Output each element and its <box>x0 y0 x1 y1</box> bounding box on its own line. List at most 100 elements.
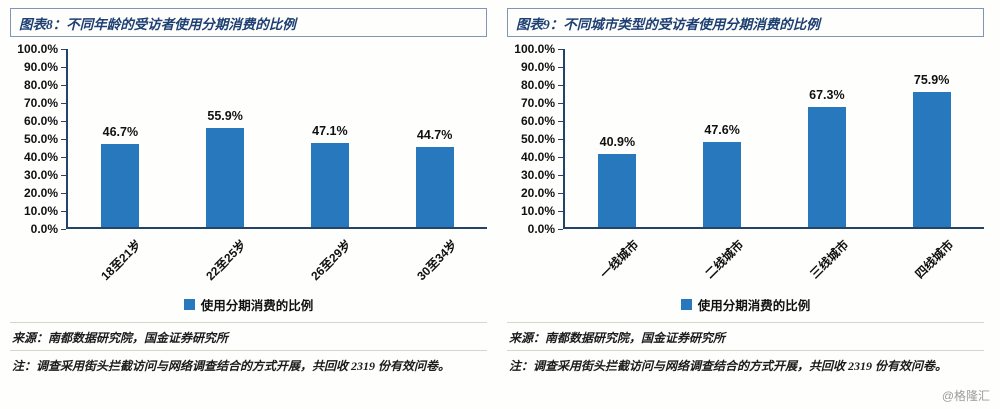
x-category-label: 22至25岁 <box>203 237 250 284</box>
y-tick-mark <box>558 85 563 86</box>
plot-area: 40.9% 47.6% 67.3% 75.9% <box>558 49 984 230</box>
bar <box>598 154 637 227</box>
y-tick-mark <box>61 49 66 50</box>
x-tick-slot: 三线城市 <box>774 229 879 295</box>
y-tick-mark <box>61 121 66 122</box>
bar <box>310 143 349 227</box>
x-tick-slot: 一线城市 <box>563 229 668 295</box>
x-category-label: 18至21岁 <box>98 237 144 284</box>
y-tick-label: 70.0% <box>23 96 58 110</box>
bar-slot: 55.9% <box>173 49 278 227</box>
bar-value-label: 67.3% <box>809 88 845 103</box>
y-tick-mark <box>61 193 66 194</box>
bar-slot: 67.3% <box>775 49 880 227</box>
legend-swatch-icon <box>183 298 195 310</box>
y-tick-label: 0.0% <box>527 222 555 236</box>
legend-swatch-icon <box>680 298 692 310</box>
bar <box>101 143 140 227</box>
bar-slot: 46.7% <box>68 49 173 227</box>
bar-slot: 47.1% <box>278 49 383 227</box>
y-tick-label: 30.0% <box>23 168 58 182</box>
x-tick-slot: 四线城市 <box>879 229 984 295</box>
note-line: 注：调查采用街头拦截访问与网络调查结合的方式开展，共回收 2319 份有效问卷。 <box>10 350 487 376</box>
y-tick-label: 40.0% <box>520 150 555 164</box>
y-tick-mark <box>61 229 66 230</box>
x-tick-slot: 18至21岁 <box>66 229 171 295</box>
y-tick-label: 80.0% <box>520 78 555 92</box>
bar <box>912 91 951 227</box>
y-tick-label: 60.0% <box>23 114 58 128</box>
y-tick-mark <box>61 175 66 176</box>
y-tick-label: 50.0% <box>520 132 555 146</box>
y-axis: 100.0% 90.0% 80.0% 70.0% 60.0% 50.0% 40.0% 30.0… <box>507 42 563 236</box>
y-tick-mark <box>558 139 563 140</box>
x-category-label: 26至29岁 <box>308 237 355 284</box>
watermark: @格隆汇 <box>941 389 990 403</box>
y-tick-label: 0.0% <box>30 222 58 236</box>
x-category-label: 30至34岁 <box>413 237 460 284</box>
note-line: 注：调查采用街头拦截访问与网络调查结合的方式开展，共回收 2319 份有效问卷。 <box>507 350 984 376</box>
y-tick-label: 100.0% <box>17 42 58 56</box>
y-tick-mark <box>61 103 66 104</box>
y-tick-label: 60.0% <box>520 114 555 128</box>
bar-value-label: 75.9% <box>913 72 950 87</box>
plot-wrap: 100.0% 90.0% 80.0% 70.0% 60.0% 50.0% 40.0% 30.0… <box>10 42 487 236</box>
y-tick-mark <box>558 103 563 104</box>
y-tick-mark <box>558 121 563 122</box>
y-tick-mark <box>558 193 563 194</box>
bars: 46.7% 55.9% 47.1% 44.7% <box>68 49 487 227</box>
y-tick-label: 20.0% <box>520 186 555 200</box>
bar-value-label: 40.9% <box>599 135 636 150</box>
bar-slot: 47.6% <box>670 49 775 227</box>
y-tick-mark <box>558 175 563 176</box>
bar-value-label: 46.7% <box>102 124 139 139</box>
x-tick-slot: 二线城市 <box>668 229 773 295</box>
y-axis: 100.0% 90.0% 80.0% 70.0% 60.0% 50.0% 40.0% 30.0… <box>10 42 66 236</box>
y-tick-mark <box>61 67 66 68</box>
source-line: 来源：南都数据研究院，国金证券研究所 <box>10 322 487 350</box>
y-tick-mark <box>61 211 66 212</box>
source-line: 来源：南都数据研究院，国金证券研究所 <box>507 322 984 350</box>
bar <box>415 147 454 227</box>
bar-value-label: 44.7% <box>416 128 453 143</box>
y-tick-mark <box>61 157 66 158</box>
y-tick-label: 30.0% <box>520 168 555 182</box>
y-tick-label: 90.0% <box>23 60 58 74</box>
y-tick-label: 10.0% <box>520 204 555 218</box>
y-tick-mark <box>558 157 563 158</box>
bar-slot: 40.9% <box>565 49 670 227</box>
y-tick-label: 80.0% <box>23 78 58 92</box>
chart-title: 图表9：不同城市类型的受访者使用分期消费的比例 <box>507 8 984 37</box>
x-axis-labels: 一线城市 二线城市 三线城市 四线城市 <box>563 229 984 295</box>
legend-label: 使用分期消费的比例 <box>200 298 314 313</box>
chart-panel-9: 图表9：不同城市类型的受访者使用分期消费的比例 100.0% 90.0% 80.0%… <box>507 8 984 376</box>
plot-area: 46.7% 55.9% 47.1% 44.7% <box>61 49 487 230</box>
y-tick-label: 100.0% <box>514 42 555 56</box>
legend: 使用分期消费的比例 <box>507 295 984 313</box>
y-tick-label: 50.0% <box>23 132 58 146</box>
y-tick-label: 70.0% <box>520 96 555 110</box>
legend-label: 使用分期消费的比例 <box>697 298 811 313</box>
x-category-label: 二线城市 <box>702 237 747 282</box>
bar-slot: 75.9% <box>879 49 984 227</box>
y-tick-mark <box>61 139 66 140</box>
x-category-label: 三线城市 <box>807 237 852 282</box>
chart-panels: 图表8：不同年龄的受访者使用分期消费的比例 100.0% 90.0% 80.0% 70… <box>10 8 984 376</box>
x-tick-slot: 26至29岁 <box>277 229 382 295</box>
bar-value-label: 55.9% <box>207 108 243 123</box>
y-tick-mark <box>558 211 563 212</box>
plot-wrap: 100.0% 90.0% 80.0% 70.0% 60.0% 50.0% 40.0% 30.0… <box>507 42 984 236</box>
legend: 使用分期消费的比例 <box>10 295 487 313</box>
x-tick-slot: 30至34岁 <box>382 229 487 295</box>
chart-panel-8: 图表8：不同年龄的受访者使用分期消费的比例 100.0% 90.0% 80.0% 70… <box>10 8 487 376</box>
bar <box>807 107 846 227</box>
y-tick-label: 20.0% <box>23 186 58 200</box>
bar-value-label: 47.6% <box>704 123 740 138</box>
bar-slot: 44.7% <box>382 49 487 227</box>
bar <box>206 127 245 227</box>
y-tick-mark <box>558 67 563 68</box>
y-tick-mark <box>61 85 66 86</box>
x-tick-slot: 22至25岁 <box>171 229 276 295</box>
y-tick-label: 90.0% <box>520 60 555 74</box>
y-tick-label: 40.0% <box>23 150 58 164</box>
